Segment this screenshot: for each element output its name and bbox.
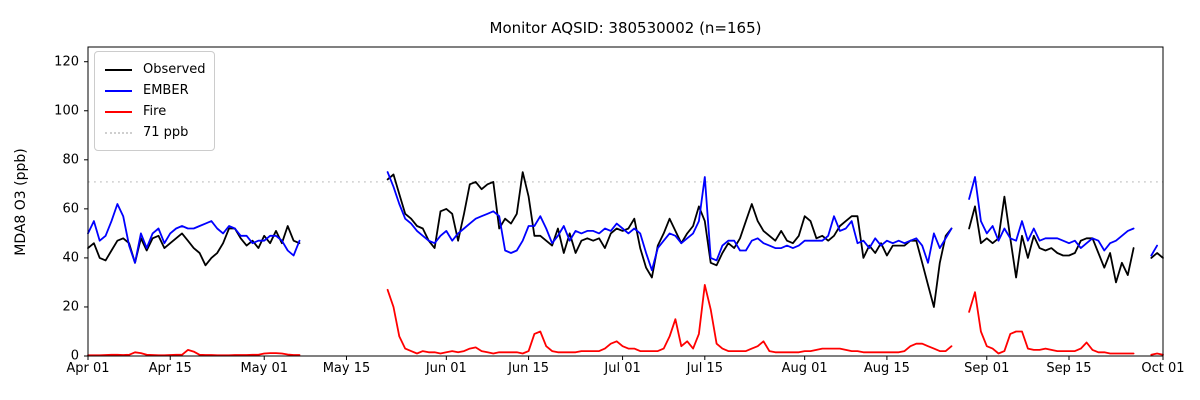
legend-label-observed: Observed xyxy=(143,62,206,77)
x-tick-label: Oct 01 xyxy=(1141,361,1185,376)
fire-line-swatch xyxy=(105,110,132,113)
x-tick-label: Sep 15 xyxy=(1046,361,1092,376)
ember-line xyxy=(386,171,953,272)
chart-title: Monitor AQSID: 380530002 (n=165) xyxy=(489,19,762,37)
legend-row-ember: EMBER xyxy=(105,80,204,101)
legend-row-observed: Observed xyxy=(105,59,206,80)
ember-line xyxy=(968,176,1135,252)
x-tick-label: Jun 15 xyxy=(508,361,550,376)
threshold-line-swatch xyxy=(105,131,132,134)
observed-line xyxy=(386,171,953,308)
x-tick-label: Sep 01 xyxy=(964,361,1010,376)
observed-line xyxy=(87,225,301,267)
x-tick-label: Jun 01 xyxy=(425,361,467,376)
legend-row-threshold: 71 ppb xyxy=(105,122,204,143)
y-tick-label: 20 xyxy=(62,299,79,315)
y-tick-label: 60 xyxy=(62,201,79,217)
y-tick-label: 80 xyxy=(62,152,79,168)
x-tick-label: Aug 01 xyxy=(781,361,828,376)
ember-line xyxy=(1150,244,1158,257)
fire-line xyxy=(968,291,1135,355)
y-tick-label: 40 xyxy=(62,250,79,266)
x-tick-label: May 01 xyxy=(240,361,288,376)
legend-row-fire: Fire xyxy=(105,101,204,122)
x-tick-label: Apr 01 xyxy=(66,361,110,376)
legend-label-ember: EMBER xyxy=(143,83,189,98)
observed-line xyxy=(968,195,1135,284)
y-tick-label: 120 xyxy=(54,54,79,70)
fire-line xyxy=(87,348,301,357)
x-tick-label: Apr 15 xyxy=(148,361,192,376)
x-tick-label: Aug 15 xyxy=(863,361,910,376)
x-tick-label: Jul 01 xyxy=(604,361,641,376)
y-axis-label: MDA8 O3 (ppb) xyxy=(13,148,29,256)
legend: Observed EMBER Fire 71 ppb xyxy=(94,51,215,151)
x-tick-label: Jul 15 xyxy=(686,361,723,376)
fire-line xyxy=(386,283,953,355)
legend-label-fire: Fire xyxy=(143,104,167,119)
fire-line xyxy=(1150,352,1164,356)
y-tick-label: 100 xyxy=(54,103,79,119)
observed-line xyxy=(1150,252,1164,259)
y-tick-label: 0 xyxy=(70,348,79,364)
x-tick-label: May 15 xyxy=(322,361,371,376)
axes-frame xyxy=(87,46,1164,357)
observed-line-swatch xyxy=(105,68,132,71)
ember-line-swatch xyxy=(105,89,132,92)
legend-label-threshold: 71 ppb xyxy=(143,125,189,140)
ember-line xyxy=(87,203,301,264)
